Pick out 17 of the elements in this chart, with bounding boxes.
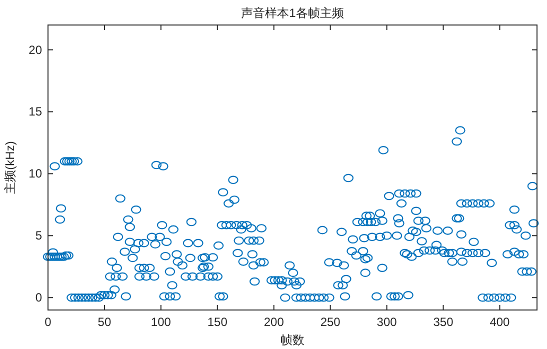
x-tick-label: 400 bbox=[490, 315, 510, 329]
x-tick-label: 350 bbox=[433, 315, 454, 329]
x-tick-label: 300 bbox=[376, 315, 398, 329]
x-tick-label: 50 bbox=[98, 315, 112, 329]
y-axis-title: 主频(kHz) bbox=[3, 141, 17, 194]
x-axis-title: 帧数 bbox=[280, 333, 304, 347]
y-tick-label: 5 bbox=[35, 228, 42, 243]
y-tick-label: 0 bbox=[35, 290, 42, 305]
x-tick-label: 200 bbox=[264, 315, 284, 329]
x-tick-label: 100 bbox=[150, 315, 172, 329]
y-tick-label: 15 bbox=[28, 104, 42, 119]
x-tick-label: 0 bbox=[44, 315, 52, 329]
y-tick-label: 10 bbox=[28, 166, 42, 181]
chart-title: 声音样本1各帧主频 bbox=[241, 6, 344, 20]
x-tick-label: 250 bbox=[320, 315, 341, 329]
x-tick-label: 150 bbox=[207, 315, 228, 329]
y-tick-label: 20 bbox=[28, 42, 42, 57]
